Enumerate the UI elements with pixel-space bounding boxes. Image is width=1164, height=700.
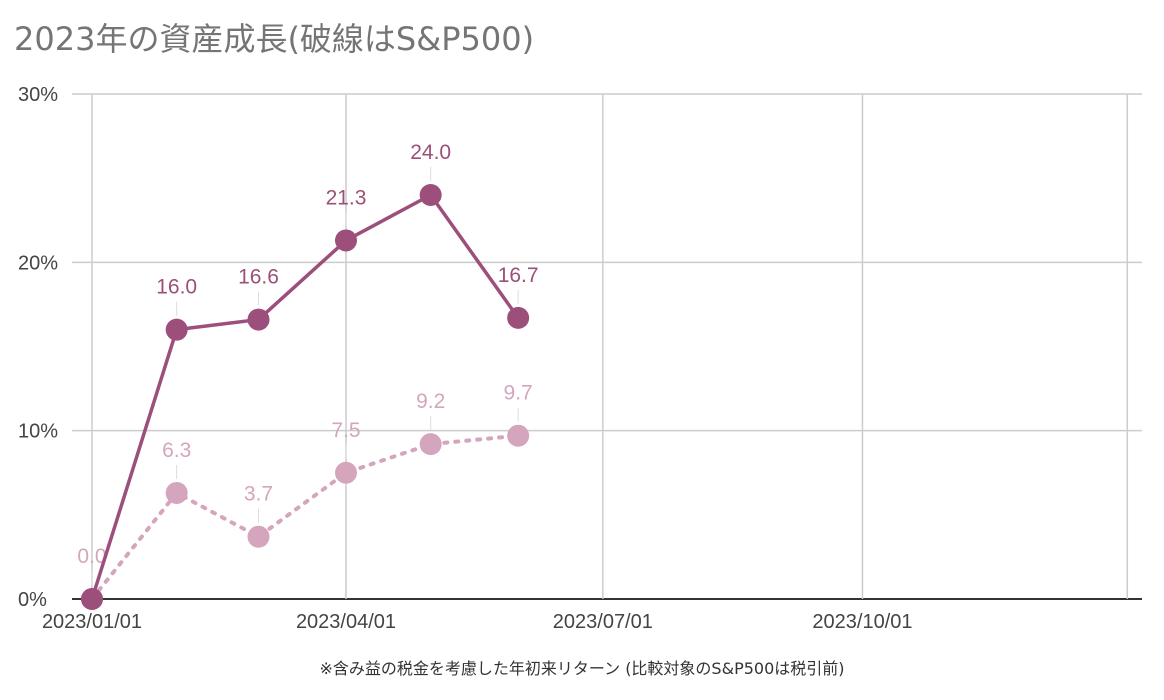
x-tick-label: 2023/10/01 <box>812 611 912 633</box>
data-label: 6.3 <box>162 439 191 462</box>
y-tick-label: 10% <box>18 421 58 443</box>
portfolio-data-point <box>507 306 530 329</box>
x-tick-label: 2023/07/01 <box>553 611 653 633</box>
portfolio-data-point <box>165 318 188 341</box>
portfolio-data-point <box>419 184 442 206</box>
sp500-data-point <box>507 424 530 447</box>
data-label: 21.3 <box>326 186 367 209</box>
data-label: 3.7 <box>244 483 273 506</box>
sp500-data-point <box>419 433 442 456</box>
x-tick-label: 2023/04/01 <box>296 611 396 633</box>
portfolio-data-point <box>335 229 357 252</box>
data-label: 9.7 <box>504 382 533 405</box>
sp500-data-point <box>165 481 188 504</box>
portfolio-data-point <box>247 308 270 331</box>
chart-title: 2023年の資産成長(破線はS&P500) <box>14 20 535 58</box>
data-label: 7.5 <box>331 419 360 442</box>
data-label: 9.2 <box>416 390 445 413</box>
portfolio-series-line <box>90 193 520 601</box>
y-tick-label: 20% <box>18 252 58 274</box>
sp500-series-line <box>90 433 521 601</box>
sp500-data-point <box>335 461 357 484</box>
data-label: 16.6 <box>238 266 279 289</box>
y-tick-label: 30% <box>18 84 58 106</box>
portfolio-data-point <box>81 588 103 610</box>
x-tick-label: 2023/01/01 <box>42 611 142 633</box>
data-label: 24.0 <box>410 141 451 164</box>
footnote: ※含み益の税金を考慮した年初来リターン (比較対象のS&P500は税引前) <box>319 659 845 678</box>
y-tick-label: 0% <box>18 589 47 611</box>
data-label: 16.7 <box>498 264 539 287</box>
data-label: 16.0 <box>156 276 197 299</box>
sp500-data-point <box>247 525 270 548</box>
data-label: 0.0 <box>77 545 106 568</box>
